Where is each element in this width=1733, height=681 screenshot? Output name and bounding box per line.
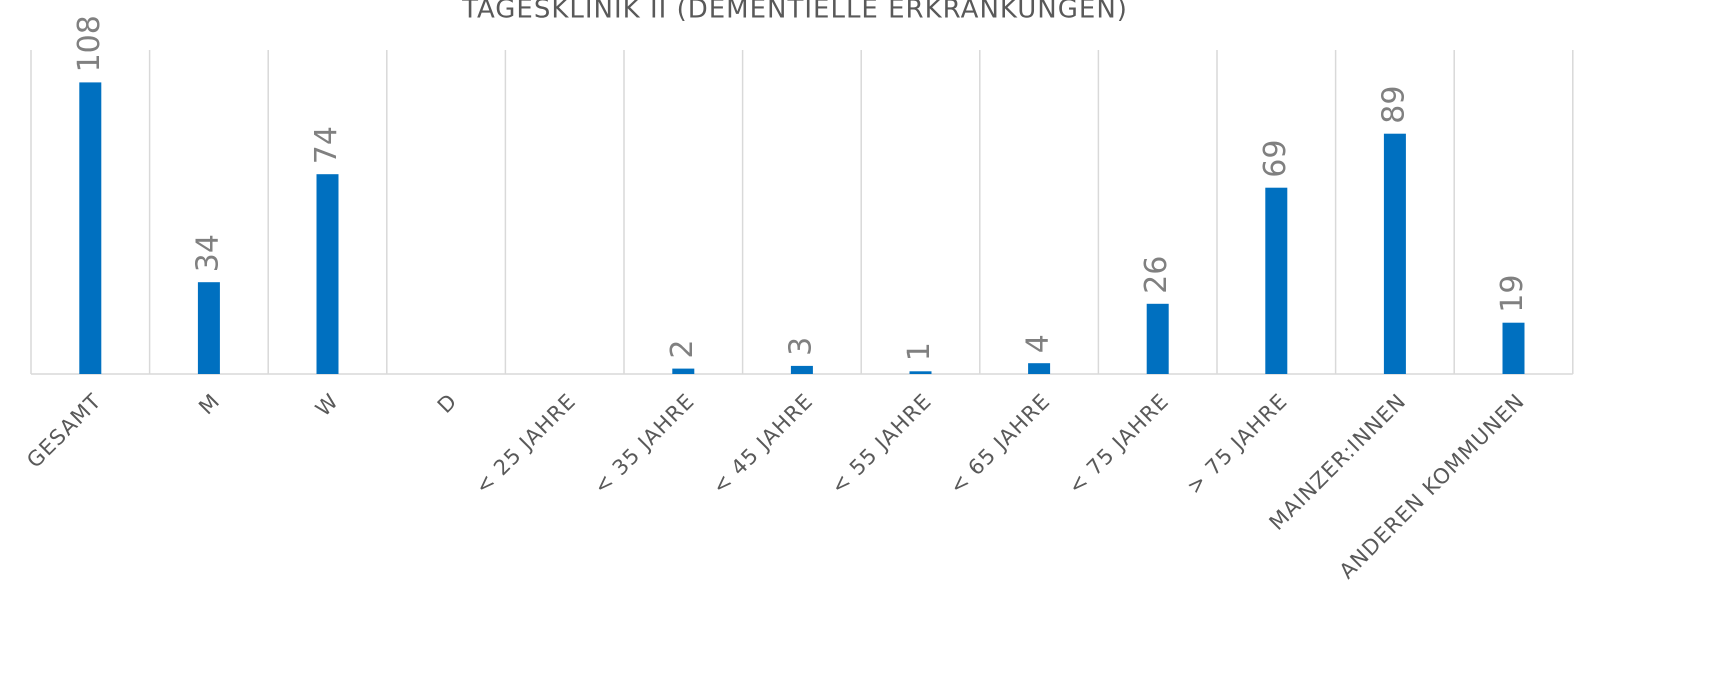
x-tick-label: < 25 JAHRE (471, 389, 581, 499)
x-tick-label: W (311, 389, 343, 421)
bar (1265, 187, 1288, 374)
data-label: 69 (1258, 140, 1293, 178)
data-label: 26 (1139, 256, 1174, 294)
bar (197, 282, 220, 374)
bar (1028, 363, 1051, 374)
x-tick-label: < 65 JAHRE (945, 389, 1055, 499)
x-tick-label: < 35 JAHRE (589, 389, 699, 499)
data-label: 34 (190, 234, 225, 272)
x-tick-label: < 75 JAHRE (1064, 389, 1174, 499)
data-label: 1 (902, 342, 937, 361)
data-label: 3 (783, 337, 818, 356)
data-label: 19 (1495, 275, 1530, 313)
x-tick-label: M (194, 389, 224, 419)
data-label: 108 (72, 15, 107, 72)
bar (909, 371, 932, 374)
bar (1146, 303, 1169, 374)
chart-title: TAGESKLINIK II (DEMENTIELLE ERKRANKUNGEN… (461, 0, 1128, 25)
x-tick-label: < 45 JAHRE (708, 389, 818, 499)
data-label: 89 (1376, 86, 1411, 124)
bar (672, 368, 695, 374)
bar (1502, 322, 1525, 374)
bar (790, 365, 813, 374)
x-tick-label: GESAMT (22, 389, 106, 473)
bar (1383, 133, 1406, 374)
x-tick-label: < 55 JAHRE (826, 389, 936, 499)
data-label: 74 (309, 126, 344, 164)
data-label: 4 (1021, 334, 1056, 353)
x-tick-label: D (433, 389, 462, 418)
x-tick-label: > 75 JAHRE (1182, 389, 1292, 499)
bar (316, 174, 339, 374)
data-label: 2 (665, 340, 700, 359)
bar (79, 82, 102, 375)
